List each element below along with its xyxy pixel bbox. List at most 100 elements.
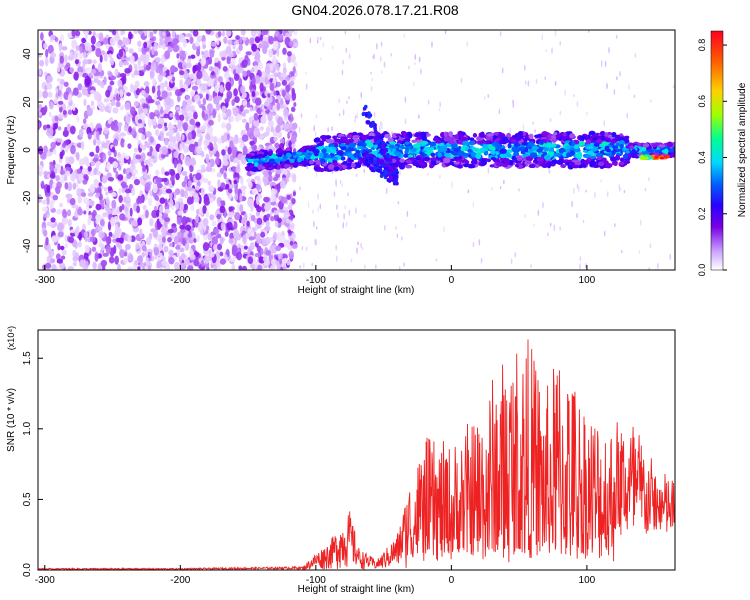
spectrogram-cell [188, 139, 193, 145]
spectrogram-cell [451, 181, 453, 189]
spectrogram-cell [360, 146, 368, 150]
spectrogram-cell [293, 30, 298, 36]
spectrogram-cell [385, 153, 390, 158]
spectrogram-cell [264, 170, 270, 179]
colorbar-tick-label: 0.0 [697, 264, 707, 277]
spectrogram-cell [110, 75, 117, 81]
spectrogram-cell [551, 47, 553, 54]
spectrogram-cell [72, 255, 79, 262]
spectrogram-cell [275, 81, 281, 88]
spectrogram-cell [562, 151, 567, 158]
spectrogram-cell [180, 153, 184, 162]
spectrogram-cell [285, 92, 291, 101]
colorbar-tick-label: 0.2 [697, 208, 707, 221]
spectrogram-cell [512, 102, 515, 108]
spectrogram-cell [185, 78, 191, 86]
spectrogram-cell [491, 142, 497, 147]
spectrogram-cell [251, 43, 258, 52]
spectrogram-cell [358, 33, 361, 40]
spectrogram-cell [103, 126, 109, 135]
spectrogram-cell [172, 44, 180, 53]
spectrogram-cell [65, 62, 71, 69]
spectrogram-cell [604, 145, 610, 152]
spectrogram-cell [536, 156, 544, 162]
spectrogram-cell [256, 245, 262, 253]
spectrogram-cell [631, 148, 636, 155]
spectrogram-cell [370, 85, 373, 92]
spectrogram-cell [427, 172, 429, 176]
spectrogram-cell [472, 201, 475, 208]
spectrogram-cell [486, 133, 494, 137]
spectrogram-cell [287, 54, 292, 64]
spectrogram-cell [385, 187, 388, 195]
spectrogram-cell [222, 66, 228, 72]
spectrogram-cell [240, 85, 246, 94]
spectrogram-cell [331, 156, 339, 161]
spectrogram-cell [648, 267, 651, 270]
spectrogram-cell [238, 265, 243, 270]
spectrogram-cell [429, 146, 435, 151]
spectrogram-cell [331, 126, 333, 132]
spectrogram-cell [123, 252, 128, 257]
spectrogram-cell [453, 161, 460, 165]
spectrogram-cell [246, 220, 250, 227]
spectrogram-cell [50, 127, 54, 137]
spectrogram-cell [286, 194, 291, 200]
snr-x-ticks: -300 -200 -100 0 100 [35, 565, 596, 586]
spectrogram-cell [191, 130, 197, 140]
spectrogram-cell [108, 53, 113, 59]
spectrogram-cell [604, 132, 609, 137]
spectrogram-cell [293, 102, 297, 107]
spectrogram-cell [216, 151, 220, 159]
spectrogram-cell [367, 111, 371, 116]
spectrogram-cell [530, 152, 538, 159]
spectrogram-cell [501, 67, 504, 74]
spectrogram-cell [96, 192, 101, 197]
spectrogram-cell [221, 149, 226, 156]
spectrogram-cell [521, 141, 528, 146]
spectrogram-cell [233, 229, 240, 239]
spectrogram-cell [231, 146, 238, 153]
spectrogram-cell [114, 255, 120, 265]
spectrogram-cell [104, 133, 109, 140]
spectrogram-cell [128, 54, 135, 63]
spectrogram-cell [83, 210, 87, 215]
spectrogram-cell [219, 236, 224, 245]
spectrogram-cell [41, 206, 48, 212]
spectrogram-cell [160, 55, 165, 65]
spectrogram-cell [186, 186, 193, 192]
spectrogram-cell [74, 30, 81, 37]
spectrogram-cell [317, 36, 319, 41]
spectrogram-cell [375, 264, 377, 269]
spectrogram-cell [423, 146, 431, 152]
spectrogram-cell [147, 157, 154, 163]
spectrogram-cell [606, 191, 609, 197]
spectrogram-cell [457, 150, 465, 157]
spectrogram-cell [404, 145, 410, 152]
spectrogram-cell [172, 38, 179, 45]
spectrogram-cell [373, 126, 377, 131]
spectrogram-cell [148, 118, 152, 128]
spectrogram-cell [604, 137, 612, 143]
spectrogram-cell [427, 99, 430, 105]
spectrogram-cell [161, 259, 168, 267]
spectrogram-cell [151, 209, 158, 219]
spectrogram-cell [248, 236, 255, 241]
spectrogram-cell [82, 264, 87, 270]
spectrogram-cell [190, 157, 196, 167]
spectrogram-cell [51, 250, 55, 257]
spectrogram-cell [246, 178, 252, 183]
spectrogram-cell [356, 247, 358, 254]
x-tick-label: -100 [306, 575, 326, 586]
spectrogram-cell [44, 262, 52, 269]
spectrogram-cell [305, 71, 307, 75]
spectrogram-cell [240, 188, 246, 197]
spectrogram-cell [277, 116, 284, 126]
spectrogram-cell [50, 217, 56, 223]
spectrogram-cell [92, 261, 97, 270]
spectrogram-cell [214, 157, 220, 166]
spectrogram-cell [122, 85, 129, 91]
spectrogram-cell [119, 89, 124, 99]
spectrogram-cell [234, 186, 239, 196]
spectrogram-cell [159, 205, 164, 213]
